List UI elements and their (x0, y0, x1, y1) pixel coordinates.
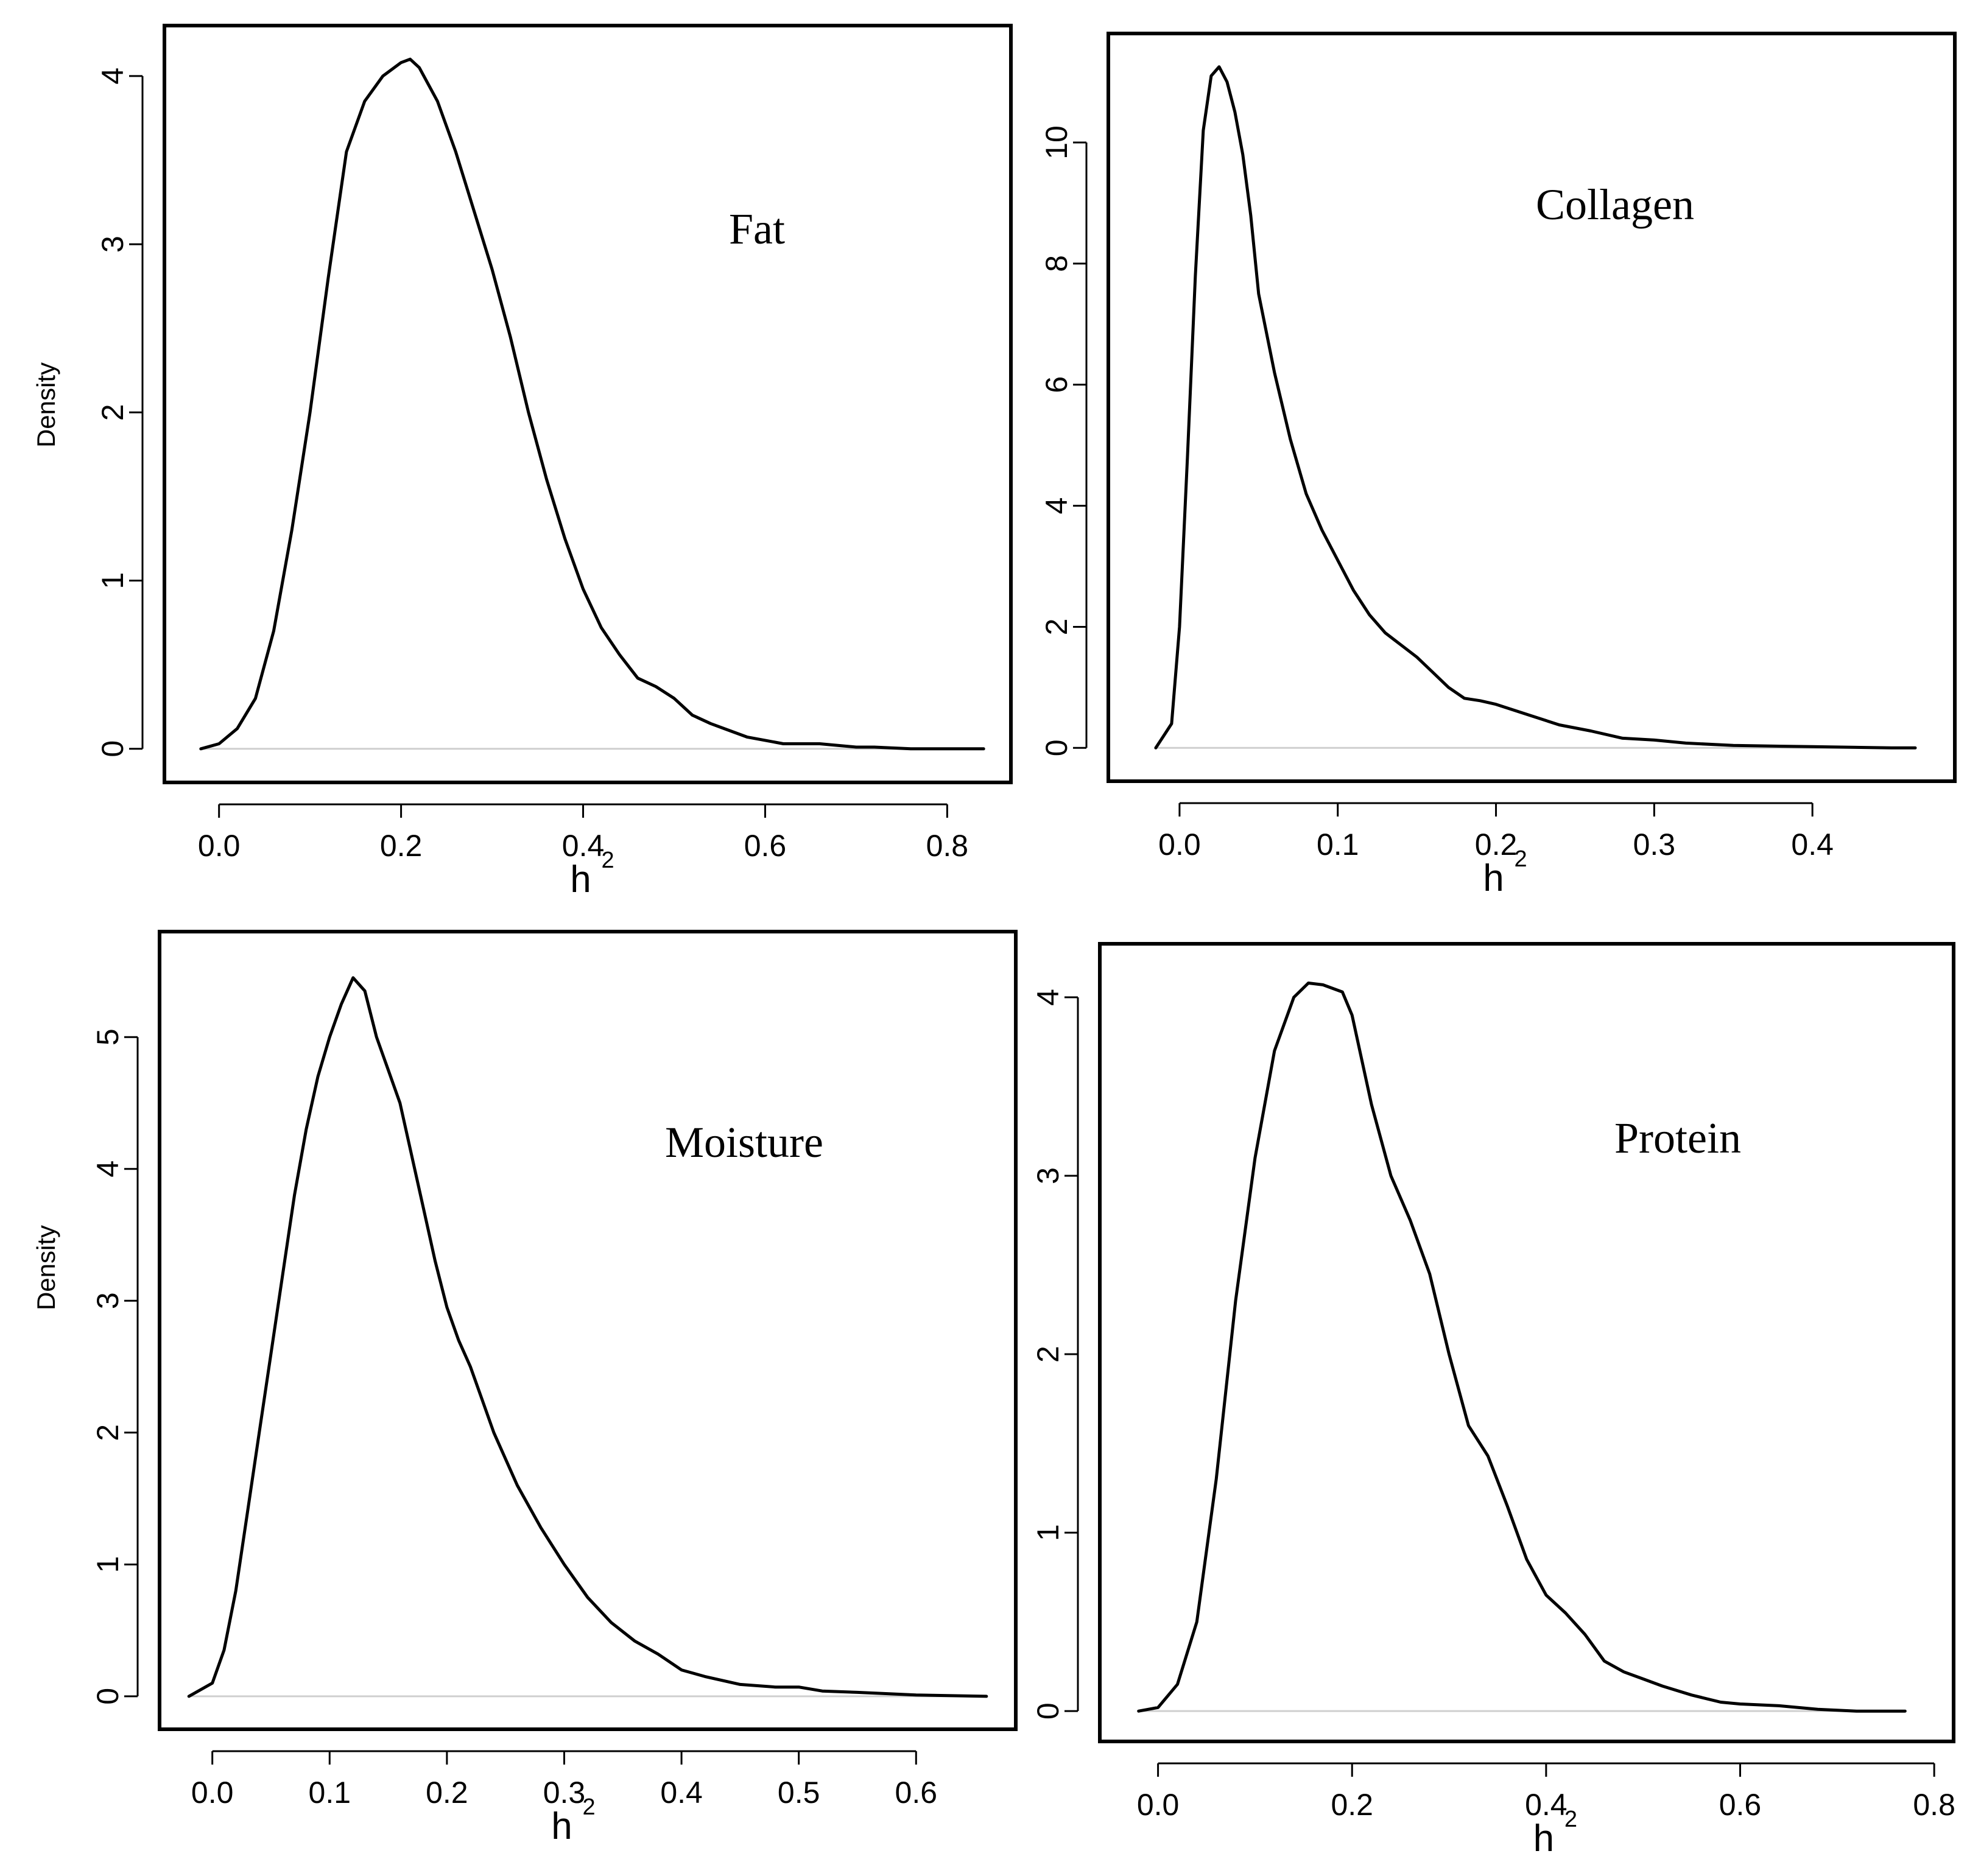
collagen-y-tick-label: 2 (1040, 619, 1074, 636)
fat-x-axis-title: h (570, 859, 591, 901)
protein-density-curve (1137, 982, 1907, 1713)
protein-panel-label: Protein (1614, 1114, 1741, 1162)
moisture-x-axis-title: h (551, 1805, 572, 1847)
protein-x-tick-label: 0.4 (1525, 1788, 1568, 1822)
protein-y-tick-label: 2 (1031, 1346, 1065, 1363)
collagen-y-tick-label: 4 (1040, 497, 1074, 515)
fat-x-tick-label: 0.4 (562, 829, 605, 863)
protein-x-tick-label: 0.8 (1913, 1788, 1955, 1822)
collagen-y-tick-label: 0 (1040, 739, 1074, 756)
collagen-density-curve (1154, 65, 1917, 750)
protein-x-tick-label: 0.0 (1137, 1788, 1180, 1822)
moisture-x-tick-label: 0.2 (426, 1776, 468, 1810)
collagen-x-axis-title-sup: 2 (1515, 846, 1527, 872)
protein-y-tick-label: 0 (1031, 1702, 1065, 1720)
moisture-y-tick-label: 2 (91, 1424, 125, 1441)
moisture-y-tick-label: 1 (91, 1556, 125, 1573)
collagen-y-tick-label: 8 (1040, 255, 1074, 272)
fat-x-tick-label: 0.2 (380, 829, 423, 863)
moisture-x-tick-label: 0.3 (543, 1776, 586, 1810)
protein-x-axis-title-sup: 2 (1564, 1807, 1577, 1832)
fat-y-tick-label: 3 (96, 236, 130, 253)
collagen-panel-label: Collagen (1536, 180, 1694, 229)
protein-y-tick-label: 3 (1031, 1167, 1065, 1184)
moisture-y-axis-title: Density (32, 1225, 60, 1310)
moisture-x-tick-label: 0.1 (309, 1776, 351, 1810)
fat-y-tick-label: 2 (96, 404, 130, 421)
moisture-panel-label: Moisture (665, 1118, 823, 1167)
fat-panel-label: Fat (729, 205, 785, 253)
collagen-y-tick-label: 6 (1040, 376, 1074, 393)
protein-plot-frame (1098, 942, 1955, 1743)
moisture-y-tick-label: 5 (91, 1028, 125, 1045)
fat-x-tick-label: 0.6 (744, 829, 787, 863)
moisture-x-tick-label: 0.6 (895, 1776, 938, 1810)
collagen-x-tick-label: 0.2 (1475, 827, 1518, 862)
protein-x-axis-title: h (1533, 1818, 1554, 1860)
collagen-x-tick-label: 0.0 (1158, 827, 1201, 862)
moisture-x-tick-label: 0.4 (660, 1776, 703, 1810)
moisture-x-tick-label: 0.5 (778, 1776, 820, 1810)
fat-x-axis-title-sup: 2 (602, 848, 614, 873)
collagen-y-tick-label: 10 (1040, 125, 1074, 160)
fat-y-tick-label: 4 (96, 68, 130, 85)
fat-y-tick-label: 1 (96, 572, 130, 589)
collagen-x-tick-label: 0.4 (1791, 827, 1834, 862)
fat-y-tick-label: 0 (96, 740, 130, 757)
fat-x-tick-label: 0.8 (926, 829, 969, 863)
moisture-x-tick-label: 0.0 (191, 1776, 234, 1810)
moisture-plot-frame (158, 930, 1018, 1731)
collagen-plot-frame (1107, 32, 1957, 783)
fat-y-axis-title: Density (32, 362, 60, 448)
fat-density-curve (199, 57, 985, 751)
moisture-x-axis-title-sup: 2 (582, 1794, 595, 1820)
collagen-x-axis-title: h (1483, 857, 1504, 899)
protein-y-tick-label: 1 (1031, 1524, 1065, 1541)
collagen-x-tick-label: 0.3 (1633, 827, 1676, 862)
moisture-y-tick-label: 3 (91, 1292, 125, 1309)
moisture-density-curve (187, 976, 988, 1698)
collagen-x-tick-label: 0.1 (1317, 827, 1359, 862)
fat-x-tick-label: 0.0 (198, 829, 241, 863)
moisture-y-tick-label: 0 (91, 1688, 125, 1705)
protein-x-tick-label: 0.6 (1719, 1788, 1762, 1822)
protein-y-tick-label: 4 (1031, 989, 1065, 1006)
protein-x-tick-label: 0.2 (1331, 1788, 1373, 1822)
moisture-y-tick-label: 4 (91, 1161, 125, 1178)
fat-plot-frame (163, 24, 1013, 784)
